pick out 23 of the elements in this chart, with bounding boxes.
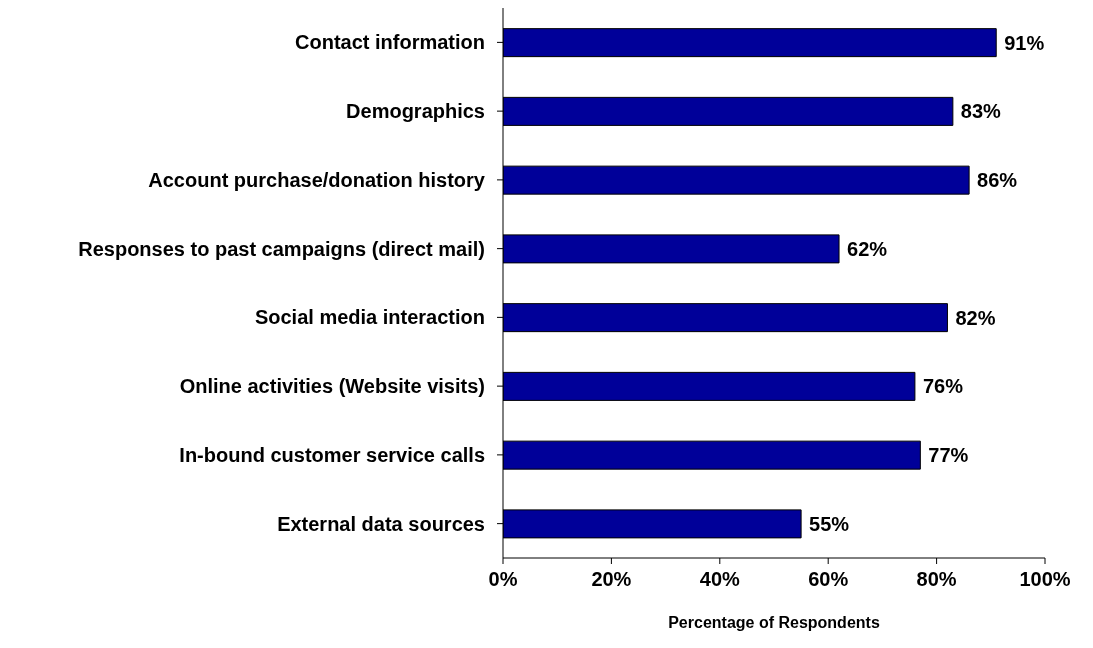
y-tick-label: Account purchase/donation history [148, 168, 486, 191]
y-tick-label: Social media interaction [254, 306, 485, 329]
y-tick-label: Demographics [346, 100, 485, 123]
data-label: 91% [1004, 31, 1045, 54]
data-label: 83% [960, 100, 1002, 123]
x-axis-title: Percentage of Respondents [668, 614, 880, 631]
data-label: 55% [809, 512, 850, 535]
x-tick-label: 60% [808, 568, 849, 591]
x-tick-label: 0% [488, 568, 518, 591]
x-tick-label: 100% [1019, 568, 1071, 591]
data-label: 86% [977, 169, 1018, 192]
data-label: 77% [928, 444, 969, 467]
data-label: 76% [922, 375, 964, 398]
y-tick-label: Online activities (Website visits) [179, 375, 485, 398]
y-tick-label: External data sources [277, 512, 485, 535]
y-tick-label: Responses to past campaigns (direct mail) [78, 237, 485, 260]
x-tick-label: 80% [916, 568, 957, 591]
y-tick-label: Contact information [295, 31, 485, 54]
data-label: 62% [847, 237, 888, 260]
data-label: 82% [955, 306, 996, 329]
y-tick-label: In-bound customer service calls [179, 443, 485, 466]
x-tick-label: 20% [591, 568, 632, 591]
x-tick-label: 40% [699, 568, 741, 591]
